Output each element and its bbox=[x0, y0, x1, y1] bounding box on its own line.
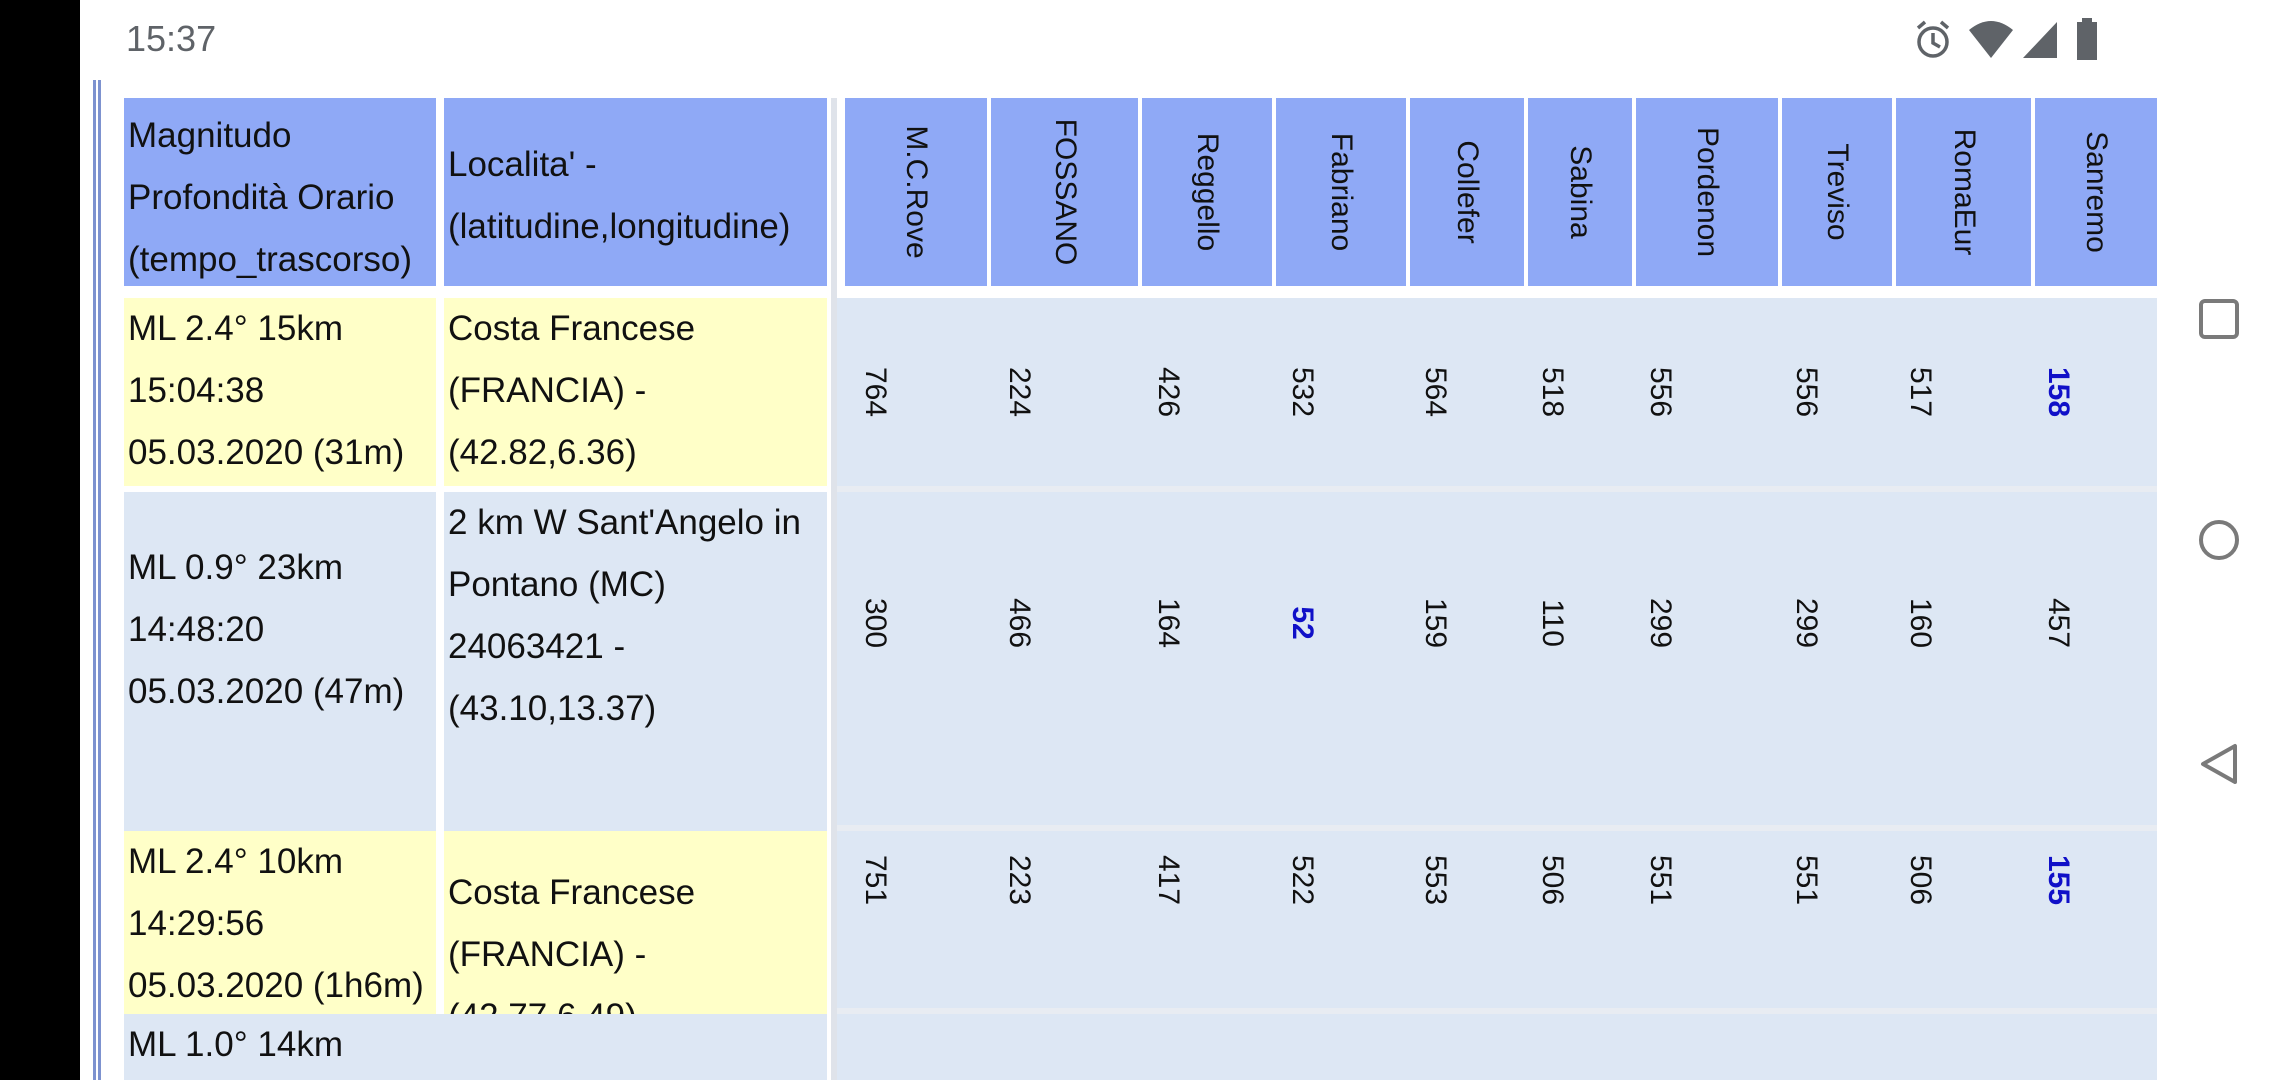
row-1-dist-collefer: 564 bbox=[1419, 366, 1452, 418]
navigation-bar bbox=[2157, 0, 2280, 1080]
row-2-location[interactable]: 2 km W Sant'Angelo in Pontano (MC) 24063… bbox=[444, 492, 827, 831]
row-2-dist-sabina: 110 bbox=[1536, 599, 1569, 647]
phone-screen: 15:37 bbox=[80, 0, 2157, 1080]
row-1-dist-romaeur: 517 bbox=[1904, 366, 1937, 418]
row-separator bbox=[837, 1008, 2157, 1014]
row-2-distances bbox=[837, 492, 2157, 831]
row-2-dist-romaeur: 160 bbox=[1904, 597, 1937, 649]
row-3-dist-fossano: 223 bbox=[1003, 854, 1036, 906]
header-magnitudo: Magnitudo Profondità Orario (tempo_trasc… bbox=[124, 98, 436, 286]
row-1-dist-fossano: 224 bbox=[1003, 366, 1036, 418]
back-triangle-icon[interactable] bbox=[2195, 740, 2243, 788]
row-1-dist-mcrove: 764 bbox=[859, 366, 892, 418]
row-1-distances bbox=[837, 298, 2157, 486]
header-station-fossano[interactable]: FOSSANO bbox=[991, 98, 1138, 286]
row-1-dist-pordenon: 556 bbox=[1644, 366, 1677, 418]
row-4-info: ML 1.0° 14km bbox=[124, 1014, 827, 1080]
row-1-dist-sanremo: 158 bbox=[2042, 366, 2075, 418]
status-time: 15:37 bbox=[126, 18, 217, 59]
row-2-dist-mcrove: 300 bbox=[859, 597, 892, 649]
row-separator bbox=[837, 825, 2157, 831]
header-localita: Localita' - (latitudine,longitudine) bbox=[444, 98, 827, 286]
row-2-dist-sanremo: 457 bbox=[2042, 597, 2075, 649]
row-3-dist-romaeur: 506 bbox=[1904, 854, 1937, 906]
row-separator bbox=[837, 486, 2157, 492]
row-3-dist-pordenon: 551 bbox=[1644, 854, 1677, 906]
signal-icon bbox=[2021, 18, 2061, 67]
row-2-dist-fabriano: 52 bbox=[1286, 606, 1319, 640]
home-circle-icon[interactable] bbox=[2195, 516, 2243, 564]
row-2-dist-treviso: 299 bbox=[1790, 597, 1823, 649]
status-icons bbox=[1913, 18, 2113, 62]
header-station-treviso[interactable]: Treviso bbox=[1782, 98, 1892, 286]
row-1-dist-sabina: 518 bbox=[1536, 366, 1569, 418]
battery-icon bbox=[2075, 18, 2099, 67]
page-left-border bbox=[93, 80, 101, 1080]
row-1-dist-fabriano: 532 bbox=[1286, 366, 1319, 418]
row-3-dist-sabina: 506 bbox=[1536, 854, 1569, 906]
status-bar: 15:37 bbox=[80, 0, 2157, 80]
row-3-dist-collefer: 553 bbox=[1419, 854, 1452, 906]
row-2-dist-reggello: 164 bbox=[1152, 597, 1185, 649]
row-2-info: ML 0.9° 23km 14:48:20 05.03.2020 (47m) bbox=[124, 492, 436, 831]
row-2-dist-pordenon: 299 bbox=[1644, 597, 1677, 649]
row-1-dist-treviso: 556 bbox=[1790, 366, 1823, 418]
recents-square-icon[interactable] bbox=[2195, 295, 2243, 343]
column-separator bbox=[831, 98, 837, 1080]
wifi-icon bbox=[1967, 18, 2015, 67]
header-station-romaeur[interactable]: RomaEur bbox=[1896, 98, 2031, 286]
alarm-icon bbox=[1913, 18, 1953, 67]
row-4-distances bbox=[837, 1014, 2157, 1080]
row-3-dist-reggello: 417 bbox=[1152, 854, 1185, 906]
header-station-sabina[interactable]: Sabina bbox=[1528, 98, 1632, 286]
header-station-mcrove[interactable]: M.C.Rove bbox=[845, 98, 987, 286]
header-station-collefer[interactable]: Collefer bbox=[1410, 98, 1524, 286]
web-content[interactable]: Magnitudo Profondità Orario (tempo_trasc… bbox=[80, 80, 2157, 1080]
row-2-dist-fossano: 466 bbox=[1003, 597, 1036, 649]
row-3-dist-mcrove: 751 bbox=[859, 854, 892, 906]
header-station-fabriano[interactable]: Fabriano bbox=[1276, 98, 1406, 286]
row-1-dist-reggello: 426 bbox=[1152, 366, 1185, 418]
row-1-info: ML 2.4° 15km 15:04:38 05.03.2020 (31m) bbox=[124, 298, 436, 486]
header-station-sanremo[interactable]: Sanremo bbox=[2035, 98, 2157, 286]
row-3-dist-fabriano: 522 bbox=[1286, 854, 1319, 906]
header-station-pordenon[interactable]: Pordenon bbox=[1636, 98, 1778, 286]
row-1-location[interactable]: Costa Francese (FRANCIA) - (42.82,6.36) bbox=[444, 298, 827, 486]
row-2-dist-collefer: 159 bbox=[1419, 597, 1452, 649]
row-3-dist-treviso: 551 bbox=[1790, 854, 1823, 906]
header-station-reggello[interactable]: Reggello bbox=[1142, 98, 1272, 286]
row-3-dist-sanremo: 155 bbox=[2042, 854, 2075, 906]
